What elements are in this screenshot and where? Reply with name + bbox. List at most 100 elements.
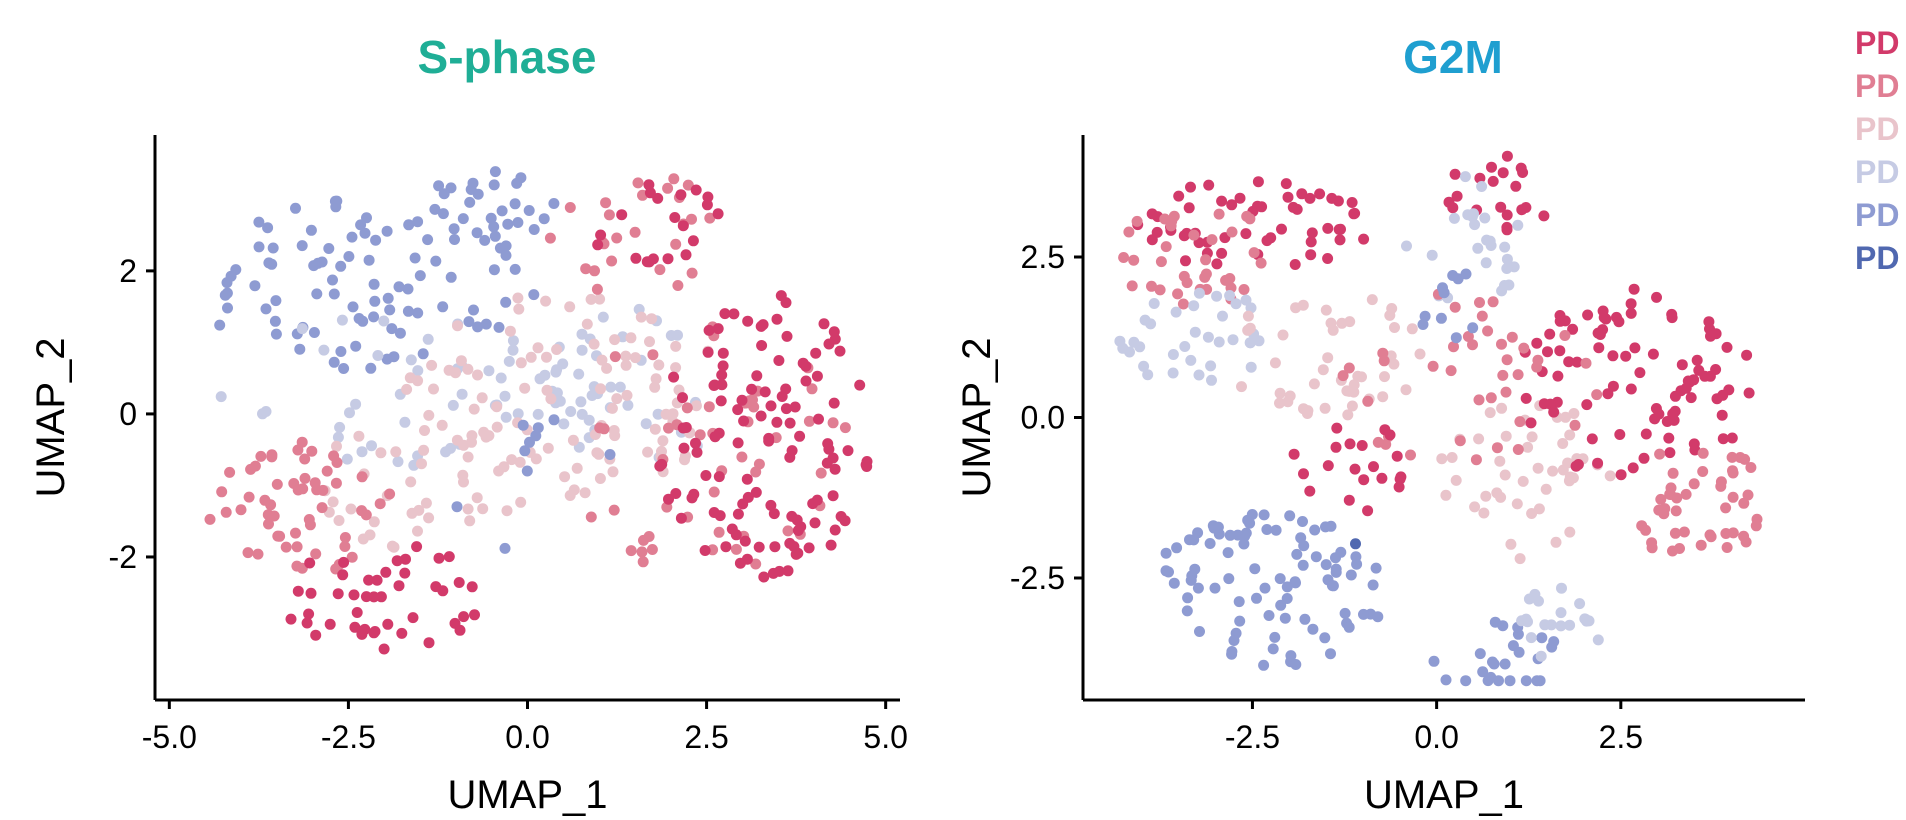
data-point [1367, 579, 1379, 591]
data-point [1467, 339, 1478, 351]
data-point [829, 463, 841, 475]
data-point [1240, 294, 1252, 306]
data-point [1497, 620, 1509, 632]
data-point [545, 393, 557, 405]
data-point [823, 443, 835, 455]
data-point [466, 430, 478, 442]
data-point [795, 521, 807, 533]
legend-item-6: PD [1855, 240, 1900, 276]
data-point [443, 551, 455, 563]
data-point [1331, 422, 1343, 434]
data-point [344, 407, 355, 419]
data-point [1368, 461, 1379, 473]
data-point [1276, 223, 1287, 235]
data-point [368, 311, 380, 323]
data-point [708, 507, 720, 518]
data-point [715, 395, 727, 407]
data-point [1258, 509, 1270, 521]
data-point [1154, 284, 1166, 296]
data-point [1244, 337, 1256, 349]
data-point [509, 263, 521, 275]
data-point [488, 264, 500, 276]
data-point [429, 203, 441, 215]
data-point [662, 253, 674, 265]
data-point [356, 628, 368, 640]
data-point [609, 334, 621, 346]
data-point [1504, 675, 1516, 687]
data-point [1252, 176, 1264, 188]
data-point [1172, 288, 1184, 300]
data-point [1261, 524, 1273, 535]
data-point [381, 225, 393, 237]
data-point [1240, 527, 1252, 539]
legend-item-3: PD [1855, 111, 1900, 147]
data-point [351, 607, 363, 618]
data-point [468, 403, 480, 415]
data-point [1667, 467, 1679, 479]
data-point [656, 445, 667, 457]
data-point [1216, 195, 1228, 207]
data-point [1289, 259, 1301, 270]
data-point [1487, 296, 1499, 308]
data-point [1427, 360, 1439, 372]
data-point [386, 323, 398, 335]
data-point [1501, 224, 1513, 236]
data-point [759, 386, 771, 398]
data-point [813, 413, 824, 425]
data-point [219, 289, 231, 301]
data-point [1604, 470, 1616, 482]
data-point [1615, 469, 1627, 481]
data-point [622, 399, 634, 411]
data-point [327, 496, 339, 508]
data-point [1531, 675, 1543, 687]
data-point [224, 466, 236, 478]
data-point [1244, 517, 1256, 529]
data-point [350, 340, 362, 352]
data-point [1532, 354, 1544, 366]
data-point [306, 445, 318, 457]
data-point [407, 612, 419, 624]
data-point [558, 418, 570, 430]
data-point [1345, 569, 1357, 581]
data-point [305, 224, 317, 236]
data-point [755, 320, 767, 332]
data-point [509, 198, 521, 210]
data-point [1717, 433, 1729, 445]
data-point [1350, 538, 1361, 550]
data-point [1131, 215, 1143, 227]
data-point [601, 362, 613, 374]
data-point [499, 542, 511, 554]
data-point [328, 288, 340, 300]
data-point [609, 430, 621, 442]
data-point [1372, 436, 1384, 448]
data-point [245, 463, 257, 475]
data-point [438, 188, 450, 200]
data-point [1568, 408, 1580, 419]
data-point [1448, 341, 1459, 353]
data-point [401, 383, 413, 395]
data-point [1284, 510, 1296, 522]
data-point [384, 304, 396, 316]
legend-item-1: PD [1855, 25, 1900, 61]
data-point [480, 431, 492, 443]
data-point [270, 295, 282, 307]
data-point [1173, 190, 1185, 202]
data-point [709, 431, 721, 443]
data-point [370, 234, 382, 246]
data-point [1655, 493, 1667, 505]
data-point [751, 370, 763, 382]
data-point [301, 617, 313, 629]
data-point [637, 556, 649, 568]
x-tick-label: -2.5 [321, 719, 376, 755]
data-point [501, 505, 513, 517]
data-point [405, 476, 417, 488]
data-point [1518, 342, 1530, 354]
data-point [1717, 389, 1729, 401]
data-point [629, 226, 641, 238]
data-point [713, 526, 725, 538]
data-point [716, 369, 728, 381]
data-point [1473, 394, 1485, 406]
data-point [1126, 280, 1138, 292]
data-point [402, 283, 414, 295]
data-point [1182, 592, 1194, 604]
